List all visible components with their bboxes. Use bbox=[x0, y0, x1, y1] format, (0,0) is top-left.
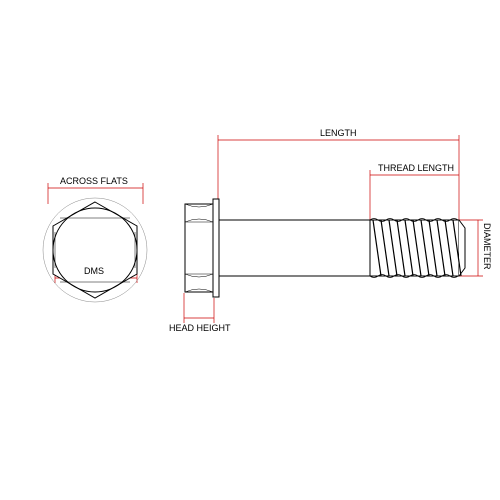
label-diameter: DIAMETER bbox=[482, 223, 492, 270]
label-head-height: HEAD HEIGHT bbox=[169, 323, 231, 333]
label-length: LENGTH bbox=[320, 128, 357, 138]
hex-head-front bbox=[43, 198, 147, 302]
label-thread-length: THREAD LENGTH bbox=[378, 163, 454, 173]
bolt-side-view bbox=[185, 199, 465, 297]
label-dms: DMS bbox=[84, 266, 104, 276]
label-across-flats: ACROSS FLATS bbox=[60, 176, 128, 186]
bolt-technical-diagram bbox=[0, 0, 500, 500]
